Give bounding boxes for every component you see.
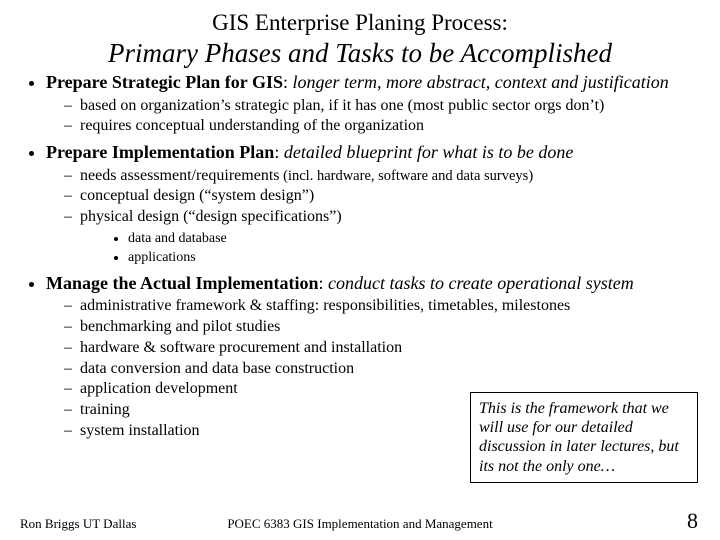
footer-course: POEC 6383 GIS Implementation and Managem… — [0, 517, 720, 530]
sub-item: requires conceptual understanding of the… — [80, 116, 700, 137]
sub-item: hardware & software procurement and inst… — [80, 338, 700, 359]
bullet-list: Prepare Strategic Plan for GIS: longer t… — [20, 71, 700, 442]
sub-item: administrative framework & staffing: res… — [80, 296, 700, 317]
bullet-desc: conduct tasks to create operational syst… — [328, 273, 634, 293]
subsub-item: data and database — [128, 230, 700, 249]
bullet-desc: longer term, more abstract, context and … — [292, 72, 668, 92]
sub-text: needs assessment/requirements — [80, 167, 280, 184]
sub-list: based on organization’s strategic plan, … — [46, 96, 700, 138]
sub-list: needs assessment/requirements (incl. har… — [46, 166, 700, 268]
slide: GIS Enterprise Planing Process: Primary … — [0, 0, 720, 540]
bullet-implementation-plan: Prepare Implementation Plan: detailed bl… — [46, 141, 700, 268]
subsub-item: applications — [128, 249, 700, 268]
sub-item: physical design (“design specifications”… — [80, 207, 700, 268]
title-line1: GIS Enterprise Planing Process: — [20, 10, 700, 36]
bullet-head: Prepare Strategic Plan for GIS — [46, 72, 283, 92]
sub-text: physical design (“design specifications”… — [80, 208, 342, 225]
sub-item: conceptual design (“system design”) — [80, 186, 700, 207]
bullet-head: Manage the Actual Implementation — [46, 273, 318, 293]
subsub-list: data and database applications — [80, 230, 700, 268]
sub-item: benchmarking and pilot studies — [80, 317, 700, 338]
sub-item: based on organization’s strategic plan, … — [80, 96, 700, 117]
sub-item: data conversion and data base constructi… — [80, 359, 700, 380]
callout-box: This is the framework that we will use f… — [470, 392, 698, 483]
title-block: GIS Enterprise Planing Process: Primary … — [20, 10, 700, 69]
bullet-strategic-plan: Prepare Strategic Plan for GIS: longer t… — [46, 71, 700, 137]
bullet-desc: detailed blueprint for what is to be don… — [284, 142, 573, 162]
sub-paren: (incl. hardware, software and data surve… — [280, 168, 534, 184]
bullet-head: Prepare Implementation Plan — [46, 142, 274, 162]
title-line2: Primary Phases and Tasks to be Accomplis… — [20, 38, 700, 69]
footer-page-number: 8 — [687, 510, 698, 532]
sub-item: needs assessment/requirements (incl. har… — [80, 166, 700, 187]
